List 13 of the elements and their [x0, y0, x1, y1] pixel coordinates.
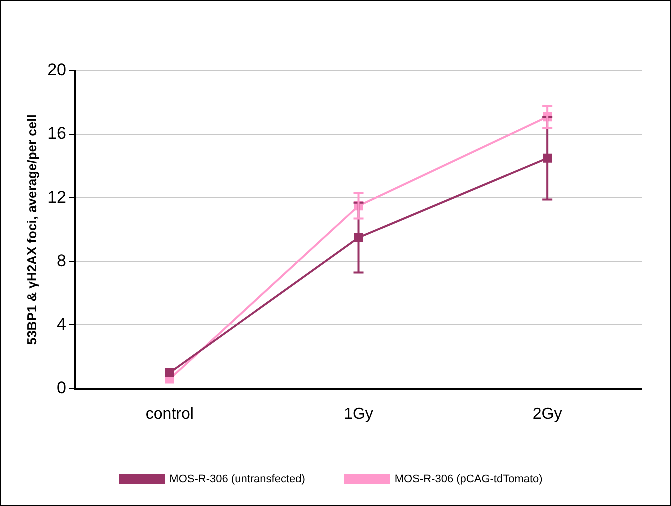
x-tick-label: 2Gy: [532, 406, 562, 423]
y-axis-title: 53BP1 & γH2AX foci, average/per cell: [24, 114, 40, 346]
y-tick-label: 8: [57, 251, 67, 270]
y-tick-label: 4: [57, 314, 67, 334]
y-tick-label: 20: [48, 60, 67, 80]
legend-label: MOS-R-306 (untransfected): [170, 474, 306, 486]
x-tick-label: control: [146, 406, 194, 423]
legend-label: MOS-R-306 (pCAG-tdTomato): [394, 474, 543, 486]
y-tick-label: 0: [57, 378, 67, 398]
x-tick-label: 1Gy: [344, 406, 374, 423]
point: [165, 368, 174, 378]
y-tick-label: 16: [48, 124, 67, 144]
y-tick-label: 12: [48, 188, 67, 207]
